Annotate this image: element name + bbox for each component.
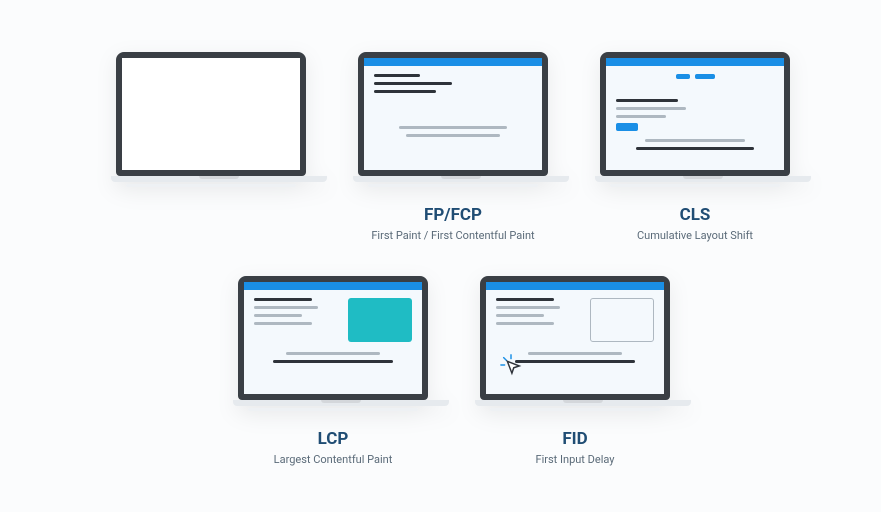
- laptop-screen: [244, 282, 422, 394]
- content-line: [616, 115, 666, 118]
- panel-blank: [96, 52, 326, 187]
- content-line: [496, 298, 554, 301]
- button-shape: [616, 123, 638, 131]
- content-line: [406, 134, 500, 137]
- laptop-foot: [490, 408, 660, 411]
- content-line: [616, 99, 678, 102]
- laptop-bezel: [358, 52, 548, 176]
- laptop-base: [233, 400, 449, 406]
- laptop-base: [111, 176, 327, 182]
- content-line: [496, 322, 554, 325]
- content-line: [286, 352, 380, 355]
- text-lines: [496, 298, 580, 330]
- browser-topbar: [486, 282, 664, 290]
- caption-subtitle: Cumulative Layout Shift: [580, 229, 810, 242]
- content-line: [374, 90, 436, 93]
- laptop-fpfcp: [353, 52, 553, 187]
- content-line: [528, 352, 622, 355]
- caption-title: LCP: [218, 429, 448, 449]
- screen-content: [244, 290, 422, 394]
- nav-pill: [676, 74, 690, 79]
- laptop-cls: [595, 52, 795, 187]
- text-lines: [616, 99, 774, 118]
- content-line: [254, 314, 302, 317]
- laptop-base: [595, 176, 811, 182]
- laptop-fid: [475, 276, 675, 411]
- footer-lines: [374, 126, 532, 137]
- caption-subtitle: Largest Contentful Paint: [218, 453, 448, 466]
- browser-topbar: [606, 58, 784, 66]
- content-line: [254, 298, 312, 301]
- laptop-base: [475, 400, 691, 406]
- panel-fid: FID First Input Delay: [460, 276, 690, 466]
- browser-topbar: [364, 58, 542, 66]
- laptop-blank: [111, 52, 311, 187]
- footer-lines: [254, 352, 412, 363]
- screen-content: [364, 66, 542, 170]
- content-line: [399, 126, 507, 129]
- caption-title: FID: [460, 429, 690, 449]
- caption-title: FP/FCP: [338, 205, 568, 225]
- content-line: [645, 139, 745, 142]
- laptop-bezel: [238, 276, 428, 400]
- screen-content: [486, 290, 664, 374]
- laptop-foot: [126, 184, 296, 187]
- content-line: [374, 82, 452, 85]
- content-line: [254, 322, 312, 325]
- infographic-canvas: FP/FCP First Paint / First Contentful Pa…: [0, 0, 881, 512]
- hero-image: [348, 298, 412, 342]
- laptop-screen: [486, 282, 664, 394]
- panel-cls: CLS Cumulative Layout Shift: [580, 52, 810, 242]
- laptop-bezel: [600, 52, 790, 176]
- hero-image: [590, 298, 654, 342]
- laptop-screen: [364, 58, 542, 170]
- content-line: [636, 147, 754, 150]
- caption-subtitle: First Input Delay: [460, 453, 690, 466]
- laptop-screen: [606, 58, 784, 170]
- content-line: [273, 360, 393, 363]
- text-lines: [254, 298, 338, 330]
- content-line: [496, 306, 560, 309]
- panel-fpfcp: FP/FCP First Paint / First Contentful Pa…: [338, 52, 568, 242]
- laptop-bezel: [116, 52, 306, 176]
- laptop-foot: [610, 184, 780, 187]
- content-line: [254, 306, 318, 309]
- screen-content: [606, 66, 784, 170]
- content-line: [616, 107, 686, 110]
- laptop-foot: [368, 184, 538, 187]
- browser-topbar: [244, 282, 422, 290]
- laptop-bezel: [480, 276, 670, 400]
- laptop-base: [353, 176, 569, 182]
- content-line: [374, 74, 420, 77]
- content-line: [515, 360, 635, 363]
- caption-title: CLS: [580, 205, 810, 225]
- text-lines: [374, 74, 532, 93]
- laptop-lcp: [233, 276, 433, 411]
- content-line: [496, 314, 544, 317]
- laptop-foot: [248, 408, 418, 411]
- nav-pills: [616, 74, 774, 93]
- footer-lines: [616, 139, 774, 150]
- nav-pill: [695, 74, 715, 79]
- cursor-icon: [500, 354, 522, 376]
- panel-lcp: LCP Largest Contentful Paint: [218, 276, 448, 466]
- laptop-screen: [122, 58, 300, 170]
- cta-button: [616, 123, 774, 131]
- caption-subtitle: First Paint / First Contentful Paint: [338, 229, 568, 242]
